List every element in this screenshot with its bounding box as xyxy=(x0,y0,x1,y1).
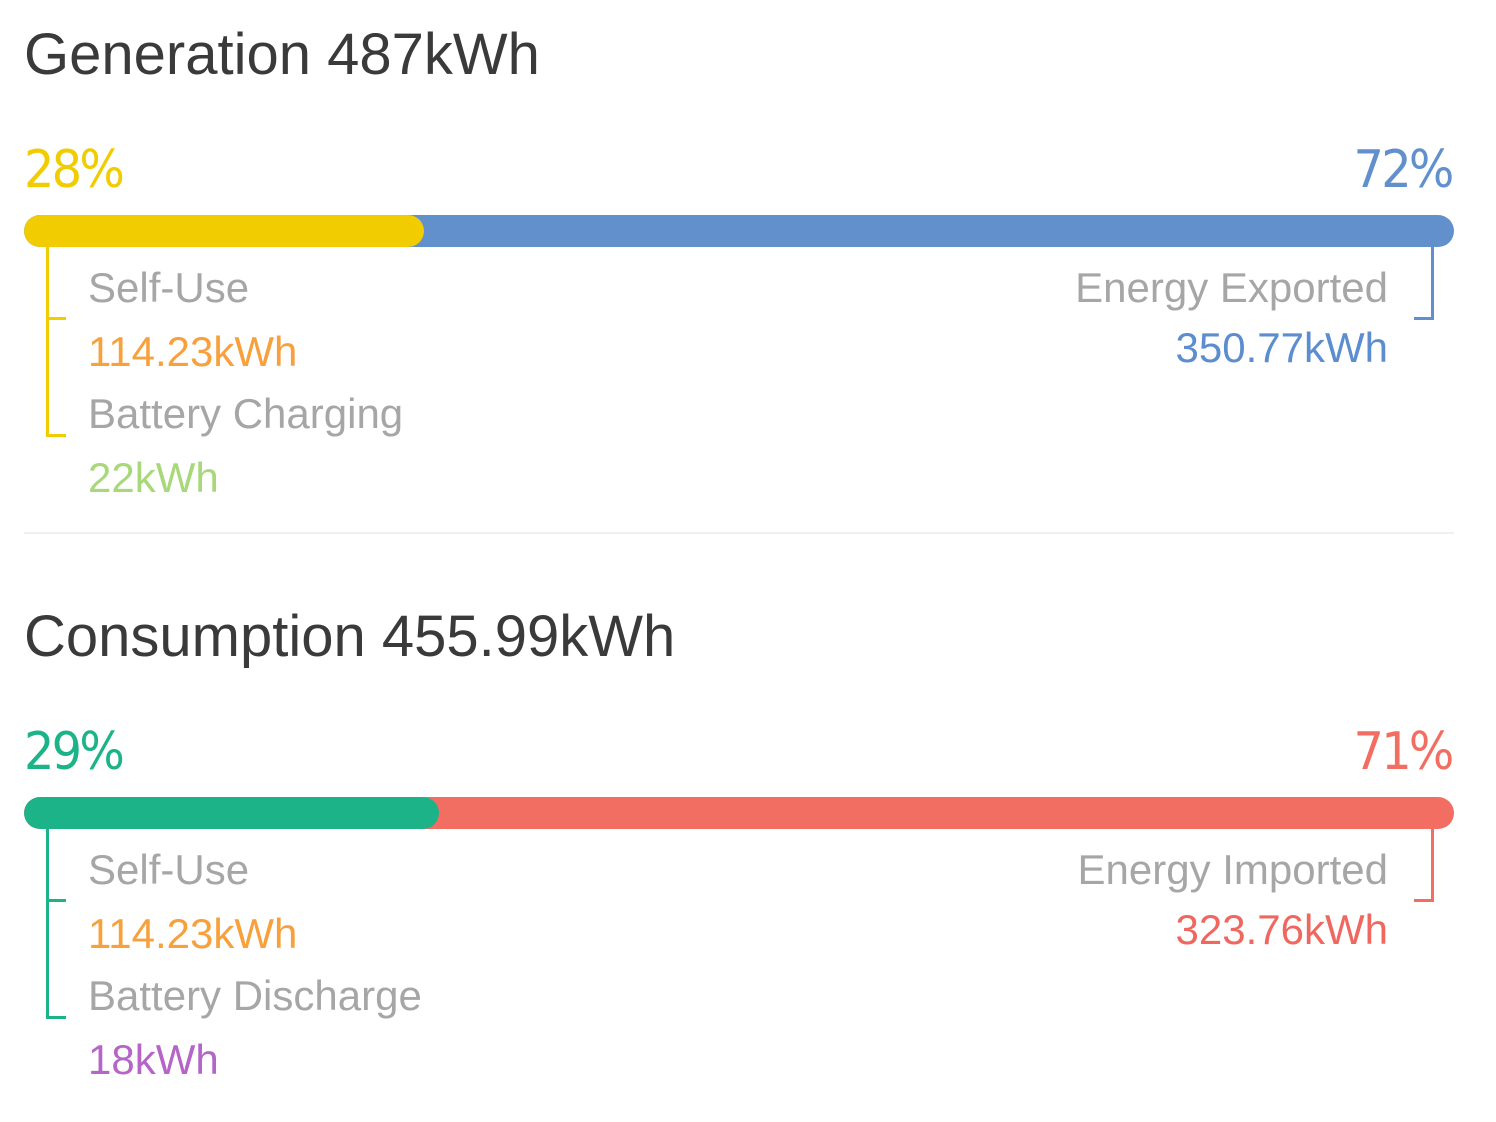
generation-export-value: 350.77kWh xyxy=(1175,324,1388,371)
consumption-section: Consumption 455.99kWh 29% 71% Self-Use 1… xyxy=(0,582,1496,1122)
generation-self-use-percent: 28% xyxy=(24,140,125,200)
consumption-title: Consumption 455.99kWh xyxy=(24,604,676,669)
generation-self-use-value: 114.23kWh xyxy=(88,328,298,375)
consumption-import-bracket xyxy=(1414,829,1434,902)
consumption-self-use-bracket xyxy=(46,829,66,1019)
consumption-import-label: Energy Imported xyxy=(1077,846,1389,893)
consumption-progress-bar xyxy=(24,797,1454,829)
consumption-import-percent: 71% xyxy=(1353,722,1455,782)
consumption-self-use-fill xyxy=(24,797,439,829)
generation-title: Generation 487kWh xyxy=(24,22,540,87)
generation-self-use-fill xyxy=(24,215,425,247)
bracket-tick xyxy=(46,1016,66,1019)
consumption-self-use-value: 114.23kWh xyxy=(88,910,298,957)
generation-self-use-label: Self-Use xyxy=(88,264,250,311)
consumption-import-value: 323.76kWh xyxy=(1175,906,1388,953)
bracket-tick xyxy=(46,434,66,437)
consumption-self-use-label: Self-Use xyxy=(88,846,250,893)
generation-export-percent: 72% xyxy=(1353,140,1455,200)
section-divider xyxy=(24,532,1454,534)
generation-battery-value: 22kWh xyxy=(88,454,219,501)
consumption-self-use-percent: 29% xyxy=(24,722,125,782)
generation-section: Generation 487kWh 28% 72% Self-Use 114.2… xyxy=(0,0,1496,540)
consumption-battery-value: 18kWh xyxy=(88,1036,219,1083)
generation-progress-bar xyxy=(24,215,1454,247)
bracket-tick xyxy=(46,317,66,320)
generation-battery-label: Battery Charging xyxy=(88,390,404,437)
generation-export-label: Energy Exported xyxy=(1075,264,1388,311)
generation-export-bracket xyxy=(1414,247,1434,320)
generation-self-use-bracket xyxy=(46,247,66,437)
bracket-tick xyxy=(46,899,66,902)
consumption-battery-label: Battery Discharge xyxy=(88,972,422,1019)
